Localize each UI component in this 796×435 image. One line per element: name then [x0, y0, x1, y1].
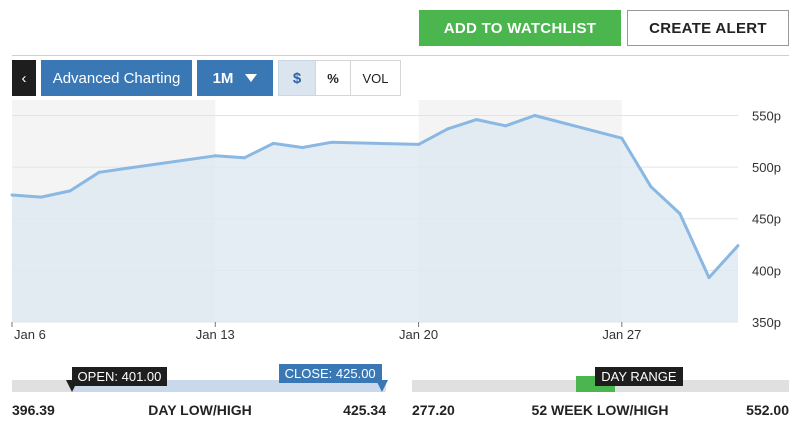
header-divider — [12, 55, 789, 56]
triangle-down-icon — [245, 74, 258, 82]
day-high-value: 425.34 — [343, 402, 386, 418]
y-tick-label: 400p — [752, 263, 781, 278]
price-point — [649, 185, 653, 189]
day-range-title: DAY LOW/HIGH — [148, 402, 252, 418]
x-tick-label: Jan 13 — [196, 327, 235, 342]
price-point — [271, 141, 275, 145]
y-tick-label: 550p — [752, 108, 781, 123]
x-tick-label: Jan 6 — [14, 327, 46, 342]
price-point — [213, 154, 217, 158]
price-point — [300, 145, 304, 149]
price-point — [417, 142, 421, 146]
open-label: OPEN: 401.00 — [71, 367, 168, 386]
range-dropdown[interactable]: 1M — [197, 60, 273, 96]
price-line — [11, 114, 740, 280]
price-point — [39, 195, 43, 199]
price-chart[interactable]: Jan 6 Jan 13 Jan 20 Jan 27 550p 500p 450p 400p 3… — [0, 0, 796, 360]
close-label: CLOSE: 425.00 — [278, 364, 382, 383]
price-point — [736, 244, 740, 248]
x-tick-label: Jan 27 — [602, 327, 641, 342]
advanced-charting-button[interactable]: Advanced Charting — [41, 60, 192, 96]
price-point — [68, 189, 72, 193]
price-point — [10, 193, 14, 197]
price-point — [329, 140, 333, 144]
price-point — [533, 113, 537, 117]
price-point — [126, 166, 130, 170]
y-tick-label: 350p — [752, 315, 781, 330]
price-point — [242, 156, 246, 160]
price-area — [12, 115, 738, 322]
price-point — [446, 127, 450, 131]
y-tick-label: 450p — [752, 212, 781, 227]
volume-toggle[interactable]: VOL — [350, 60, 401, 96]
price-point — [97, 170, 101, 174]
currency-toggle[interactable]: $ — [278, 60, 316, 96]
week52-low-value: 277.20 — [412, 402, 455, 418]
price-point — [504, 124, 508, 128]
week52-range-title: 52 WEEK LOW/HIGH — [531, 402, 669, 418]
percent-toggle[interactable]: % — [315, 60, 351, 96]
price-point — [475, 118, 479, 122]
chevron-left-icon: ‹ — [21, 69, 27, 87]
x-tick-label: Jan 20 — [399, 327, 438, 342]
create-alert-button[interactable]: CREATE ALERT — [627, 10, 789, 46]
range-label: 1M — [212, 69, 234, 87]
back-button[interactable]: ‹ — [12, 60, 36, 96]
y-tick-label: 500p — [752, 160, 781, 175]
price-point — [620, 136, 624, 140]
week52-high-value: 552.00 — [746, 402, 789, 418]
day-range-marker-label: DAY RANGE — [595, 367, 683, 386]
day-low-value: 396.39 — [12, 402, 55, 418]
close-marker — [375, 380, 388, 392]
price-point — [678, 212, 682, 216]
price-point — [707, 276, 711, 280]
add-to-watchlist-button[interactable]: ADD TO WATCHLIST — [419, 10, 621, 46]
